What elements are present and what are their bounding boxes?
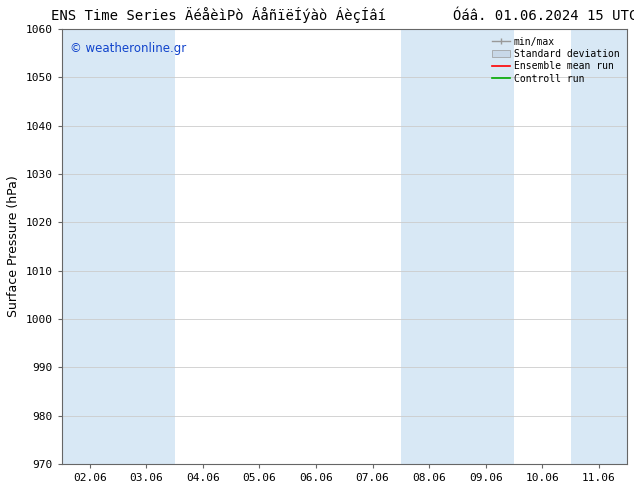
- Bar: [457, 29, 514, 464]
- Bar: [401, 29, 457, 464]
- Bar: [571, 29, 627, 464]
- Legend: min/max, Standard deviation, Ensemble mean run, Controll run: min/max, Standard deviation, Ensemble me…: [489, 34, 622, 87]
- Title: ENS Time Series ÄéåèìPò ÁåñïëÍýàò ÁèçÍâí        Óáâ. 01.06.2024 15 UTC: ENS Time Series ÄéåèìPò ÁåñïëÍýàò ÁèçÍâí…: [51, 7, 634, 24]
- Text: © weatheronline.gr: © weatheronline.gr: [70, 42, 186, 55]
- Bar: [118, 29, 174, 464]
- Y-axis label: Surface Pressure (hPa): Surface Pressure (hPa): [7, 175, 20, 318]
- Bar: [61, 29, 118, 464]
